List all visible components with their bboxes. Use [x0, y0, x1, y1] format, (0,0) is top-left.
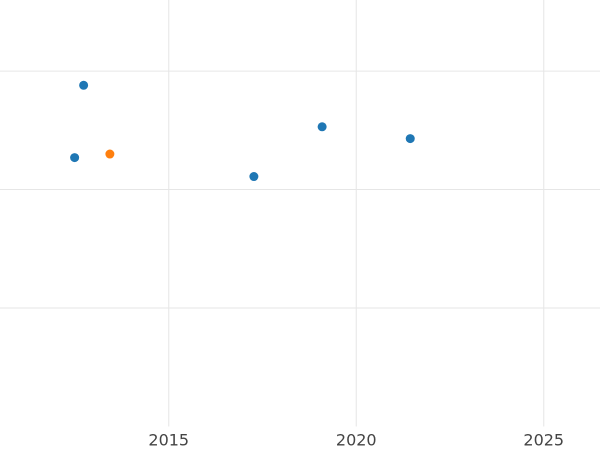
x-tick-label: 2015: [148, 431, 189, 450]
x-tick-label: 2020: [336, 431, 377, 450]
point: [249, 172, 259, 182]
point: [105, 149, 115, 159]
point: [79, 80, 89, 90]
point: [405, 134, 415, 144]
x-tick-label: 2025: [523, 431, 564, 450]
point: [317, 122, 327, 132]
point: [70, 153, 80, 163]
